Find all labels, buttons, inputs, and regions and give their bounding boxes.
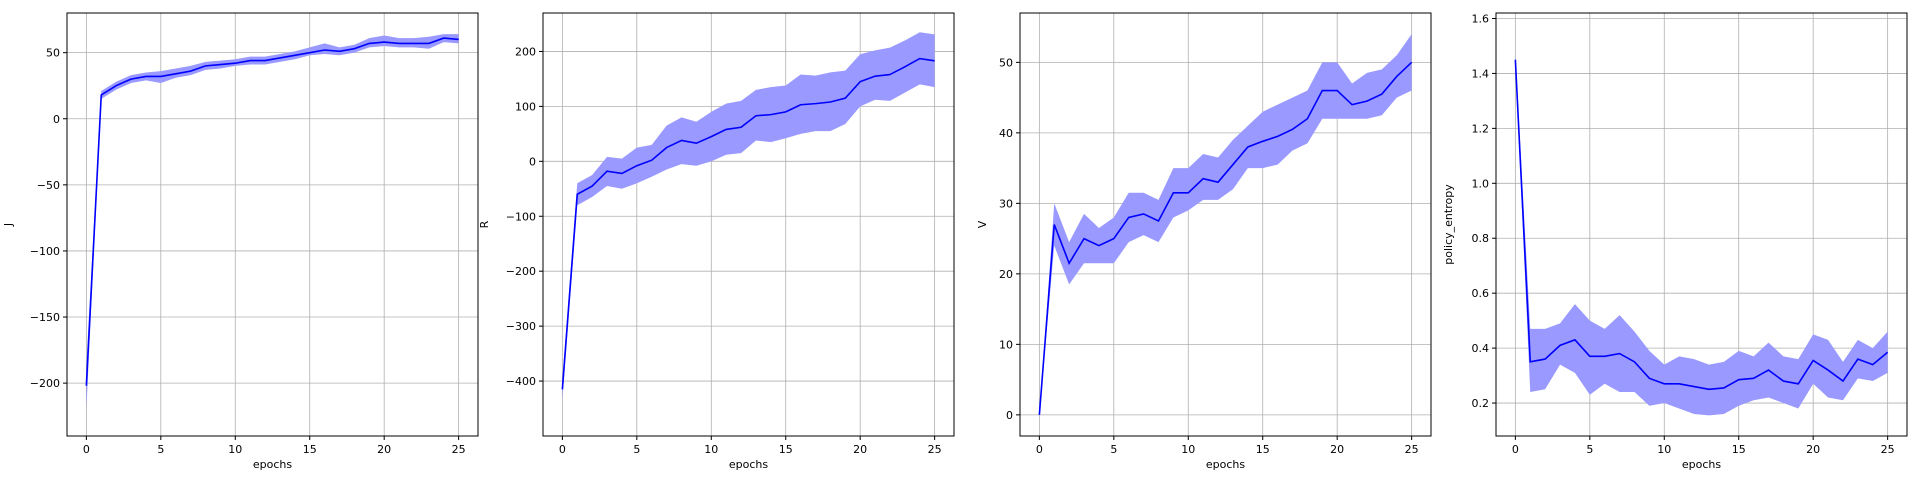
- y-axis-label: J: [2, 223, 15, 227]
- x-axis-label: epochs: [1682, 458, 1721, 471]
- x-axis-label: epochs: [1206, 458, 1245, 471]
- y-tick-label: −100: [30, 245, 60, 258]
- y-tick-label: 1.0: [1472, 177, 1490, 190]
- y-tick-label: 40: [999, 127, 1013, 140]
- y-tick-label: −200: [30, 377, 60, 390]
- x-tick-label: 10: [228, 443, 242, 456]
- x-tick-label: 20: [1806, 443, 1820, 456]
- y-tick-label: 10: [999, 338, 1013, 351]
- y-tick-label: 1.2: [1472, 122, 1490, 135]
- y-tick-label: −50: [37, 179, 60, 192]
- y-tick-label: 0: [1006, 409, 1013, 422]
- y-tick-label: −400: [506, 375, 536, 388]
- y-tick-label: 0: [53, 113, 60, 126]
- x-tick-label: 0: [1512, 443, 1519, 456]
- y-axis-label: R: [478, 220, 491, 228]
- y-tick-label: −150: [30, 311, 60, 324]
- x-tick-label: 15: [303, 443, 317, 456]
- x-axis-label: epochs: [729, 458, 768, 471]
- y-tick-label: 50: [46, 47, 60, 60]
- x-tick-label: 10: [1181, 443, 1195, 456]
- x-tick-label: 20: [853, 443, 867, 456]
- y-tick-label: 0.2: [1472, 397, 1490, 410]
- x-tick-label: 5: [157, 443, 164, 456]
- x-tick-label: 25: [1881, 443, 1895, 456]
- y-tick-label: 20: [999, 268, 1013, 281]
- y-tick-label: 0.4: [1472, 342, 1490, 355]
- y-axis-label: V: [976, 220, 989, 228]
- y-tick-label: −200: [506, 265, 536, 278]
- x-tick-label: 5: [633, 443, 640, 456]
- x-tick-label: 15: [779, 443, 793, 456]
- x-tick-label: 5: [1586, 443, 1593, 456]
- y-tick-label: −300: [506, 320, 536, 333]
- y-tick-label: 50: [999, 56, 1013, 69]
- y-tick-label: 0: [529, 155, 536, 168]
- x-tick-label: 20: [1330, 443, 1344, 456]
- x-tick-label: 10: [704, 443, 718, 456]
- y-axis-label: policy_entropy: [1442, 184, 1455, 265]
- y-tick-label: 200: [515, 45, 536, 58]
- x-tick-label: 25: [452, 443, 466, 456]
- x-tick-label: 15: [1256, 443, 1270, 456]
- x-tick-label: 0: [83, 443, 90, 456]
- y-tick-label: 1.6: [1472, 12, 1490, 25]
- x-tick-label: 25: [1405, 443, 1419, 456]
- x-tick-label: 5: [1110, 443, 1117, 456]
- x-tick-label: 0: [559, 443, 566, 456]
- x-tick-label: 15: [1732, 443, 1746, 456]
- x-axis-label: epochs: [253, 458, 292, 471]
- y-tick-label: 0.6: [1472, 287, 1490, 300]
- y-tick-label: −100: [506, 210, 536, 223]
- x-tick-label: 25: [928, 443, 942, 456]
- y-tick-label: 0.8: [1472, 232, 1490, 245]
- x-tick-label: 20: [377, 443, 391, 456]
- y-tick-label: 100: [515, 100, 536, 113]
- x-tick-label: 0: [1036, 443, 1043, 456]
- y-tick-label: 30: [999, 197, 1013, 210]
- y-tick-label: 1.4: [1472, 67, 1490, 80]
- x-tick-label: 10: [1657, 443, 1671, 456]
